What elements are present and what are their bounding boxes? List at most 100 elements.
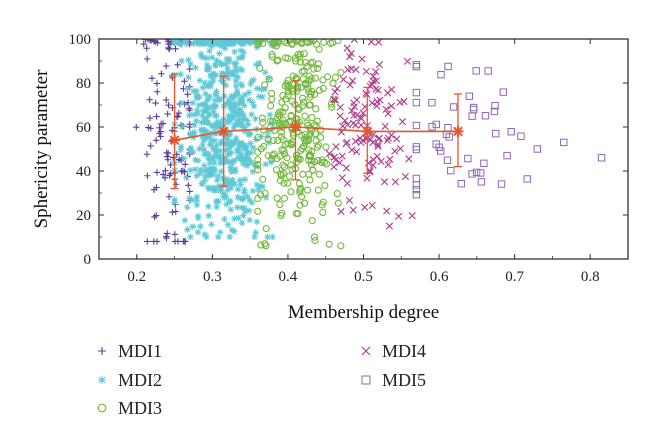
marker-plus: [153, 113, 160, 120]
marker-x: [368, 201, 376, 210]
marker-asterisk: [218, 138, 225, 145]
marker-circle: [279, 161, 287, 169]
marker-plus: [152, 99, 159, 107]
marker-plus: [185, 182, 192, 189]
marker-square: [497, 180, 506, 188]
marker-x: [346, 81, 354, 89]
marker-square: [412, 174, 421, 183]
marker-asterisk: [262, 194, 270, 201]
marker-x: [396, 144, 405, 153]
marker-asterisk: [195, 102, 203, 109]
marker-asterisk: [211, 159, 218, 167]
marker-square: [444, 62, 452, 71]
marker-x: [341, 117, 349, 125]
marker-x: [330, 96, 338, 104]
marker-asterisk: [206, 159, 214, 167]
marker-asterisk: [213, 57, 220, 64]
marker-x: [349, 77, 357, 85]
marker-x: [362, 67, 370, 76]
marker-plus: [186, 121, 193, 128]
marker-plus: [163, 230, 171, 237]
marker-circle: [312, 105, 320, 113]
marker-x: [330, 163, 338, 171]
marker-asterisk: [207, 40, 215, 47]
marker-asterisk: [199, 54, 207, 61]
marker-x: [384, 161, 392, 169]
marker-asterisk: [243, 162, 250, 169]
marker-asterisk: [223, 140, 231, 147]
marker-asterisk: [224, 71, 231, 78]
marker-circle: [256, 64, 264, 72]
marker-circle: [257, 191, 265, 199]
marker-circle: [300, 50, 308, 58]
marker-asterisk: [201, 79, 208, 87]
marker-asterisk: [224, 75, 232, 82]
marker-asterisk: [206, 111, 213, 119]
marker-asterisk: [206, 165, 214, 172]
marker-circle: [299, 94, 307, 102]
marker-plus: [186, 65, 193, 73]
marker-x: [336, 159, 344, 167]
marker-circle: [306, 129, 315, 137]
marker-circle: [278, 98, 286, 106]
marker-circle: [323, 73, 332, 81]
marker-asterisk: [203, 233, 210, 241]
marker-asterisk: [210, 77, 217, 85]
marker-asterisk: [199, 112, 206, 119]
marker-plus: [171, 238, 179, 245]
marker-asterisk: [230, 124, 238, 132]
marker-asterisk: [253, 181, 261, 189]
marker-asterisk: [183, 174, 190, 181]
marker-x: [387, 131, 396, 139]
marker-asterisk: [232, 111, 240, 118]
marker-square: [465, 92, 474, 100]
marker-asterisk: [233, 134, 240, 142]
marker-circle: [288, 40, 296, 49]
marker-asterisk: [236, 177, 244, 184]
marker-asterisk: [241, 91, 249, 98]
marker-x: [338, 152, 346, 160]
marker-circle: [257, 241, 265, 249]
marker-plus: [133, 123, 140, 131]
marker-asterisk: [244, 193, 251, 200]
marker-square: [490, 107, 499, 116]
marker-square: [432, 120, 440, 129]
marker-asterisk: [224, 40, 231, 48]
marker-asterisk: [210, 108, 217, 115]
marker-asterisk: [241, 124, 248, 131]
marker-plus: [156, 130, 163, 137]
marker-asterisk: [213, 88, 220, 95]
marker-asterisk: [234, 39, 242, 44]
marker-plus: [143, 55, 151, 63]
marker-asterisk: [194, 110, 202, 117]
marker-circle: [266, 39, 274, 44]
marker-circle: [262, 224, 270, 233]
marker-asterisk: [222, 147, 229, 154]
marker-asterisk: [229, 68, 237, 75]
marker-asterisk: [206, 168, 214, 176]
marker-asterisk: [181, 217, 189, 224]
marker-x: [337, 207, 345, 216]
marker-asterisk: [211, 96, 219, 104]
marker-circle: [273, 57, 281, 65]
marker-asterisk: [229, 179, 237, 186]
marker-asterisk: [234, 74, 242, 81]
marker-asterisk: [221, 45, 229, 52]
marker-asterisk: [253, 61, 260, 68]
marker-circle: [277, 128, 286, 136]
marker-circle: [304, 156, 313, 164]
marker-plus: [161, 174, 169, 182]
marker-circle: [322, 160, 331, 168]
marker-asterisk: [208, 221, 215, 228]
marker-square: [412, 121, 421, 130]
marker-square: [428, 98, 436, 107]
marker-plus: [98, 347, 106, 355]
marker-asterisk: [239, 196, 246, 203]
marker-circle: [276, 152, 284, 160]
marker-plus: [150, 39, 158, 45]
marker-x: [387, 85, 396, 94]
marker-circle: [292, 57, 300, 65]
marker-asterisk: [226, 198, 233, 206]
x-tick-label: 0.3: [203, 269, 222, 285]
